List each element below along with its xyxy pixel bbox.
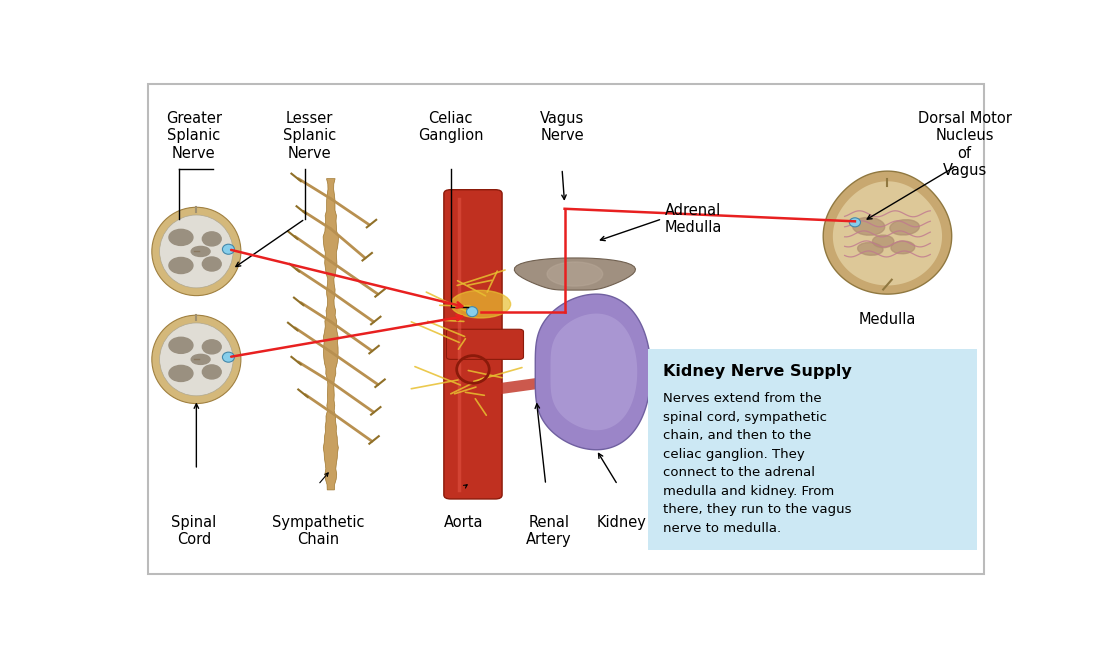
FancyBboxPatch shape xyxy=(648,349,977,550)
Ellipse shape xyxy=(202,232,221,246)
Text: Kidney Nerve Supply: Kidney Nerve Supply xyxy=(663,364,852,379)
Ellipse shape xyxy=(547,262,602,286)
Ellipse shape xyxy=(202,257,221,271)
Text: Lesser
Splanic
Nerve: Lesser Splanic Nerve xyxy=(283,111,336,160)
Text: Spinal
Cord: Spinal Cord xyxy=(171,515,217,548)
Polygon shape xyxy=(833,181,943,286)
Ellipse shape xyxy=(873,235,894,248)
Ellipse shape xyxy=(159,323,233,396)
Ellipse shape xyxy=(191,355,210,364)
Ellipse shape xyxy=(202,365,221,379)
Text: Sympathetic
Chain: Sympathetic Chain xyxy=(272,515,365,548)
Ellipse shape xyxy=(891,241,915,254)
Text: Medulla: Medulla xyxy=(859,312,916,327)
Ellipse shape xyxy=(850,218,861,227)
Ellipse shape xyxy=(169,230,193,245)
Ellipse shape xyxy=(169,365,193,381)
Text: Aorta: Aorta xyxy=(444,515,483,530)
PathPatch shape xyxy=(324,179,338,490)
Text: Renal
Artery: Renal Artery xyxy=(526,515,572,548)
FancyBboxPatch shape xyxy=(148,84,985,574)
Text: Dorsal Motor
Nucleus
of
Vagus: Dorsal Motor Nucleus of Vagus xyxy=(917,111,1011,178)
Polygon shape xyxy=(535,294,651,450)
Ellipse shape xyxy=(191,246,210,256)
Ellipse shape xyxy=(222,352,234,363)
Ellipse shape xyxy=(151,315,241,404)
Polygon shape xyxy=(550,314,638,430)
Ellipse shape xyxy=(857,243,883,256)
Polygon shape xyxy=(514,258,635,290)
Ellipse shape xyxy=(169,337,193,353)
Text: Greater
Splanic
Nerve: Greater Splanic Nerve xyxy=(166,111,222,160)
Ellipse shape xyxy=(151,207,241,295)
Ellipse shape xyxy=(852,218,885,235)
FancyBboxPatch shape xyxy=(444,190,502,499)
Text: Kidney: Kidney xyxy=(597,515,646,530)
Ellipse shape xyxy=(169,258,193,274)
Ellipse shape xyxy=(890,220,919,235)
Ellipse shape xyxy=(466,306,477,317)
Ellipse shape xyxy=(202,340,221,354)
Ellipse shape xyxy=(222,244,234,254)
Ellipse shape xyxy=(159,215,233,288)
FancyBboxPatch shape xyxy=(446,329,524,359)
Polygon shape xyxy=(823,171,951,294)
Text: Celiac
Ganglion: Celiac Ganglion xyxy=(418,111,484,143)
Text: Adrenal
Medulla: Adrenal Medulla xyxy=(665,203,723,235)
Ellipse shape xyxy=(451,290,511,318)
Text: Vagus
Nerve: Vagus Nerve xyxy=(540,111,585,143)
Text: Nerves extend from the
spinal cord, sympathetic
chain, and then to the
celiac ga: Nerves extend from the spinal cord, symp… xyxy=(663,392,852,535)
